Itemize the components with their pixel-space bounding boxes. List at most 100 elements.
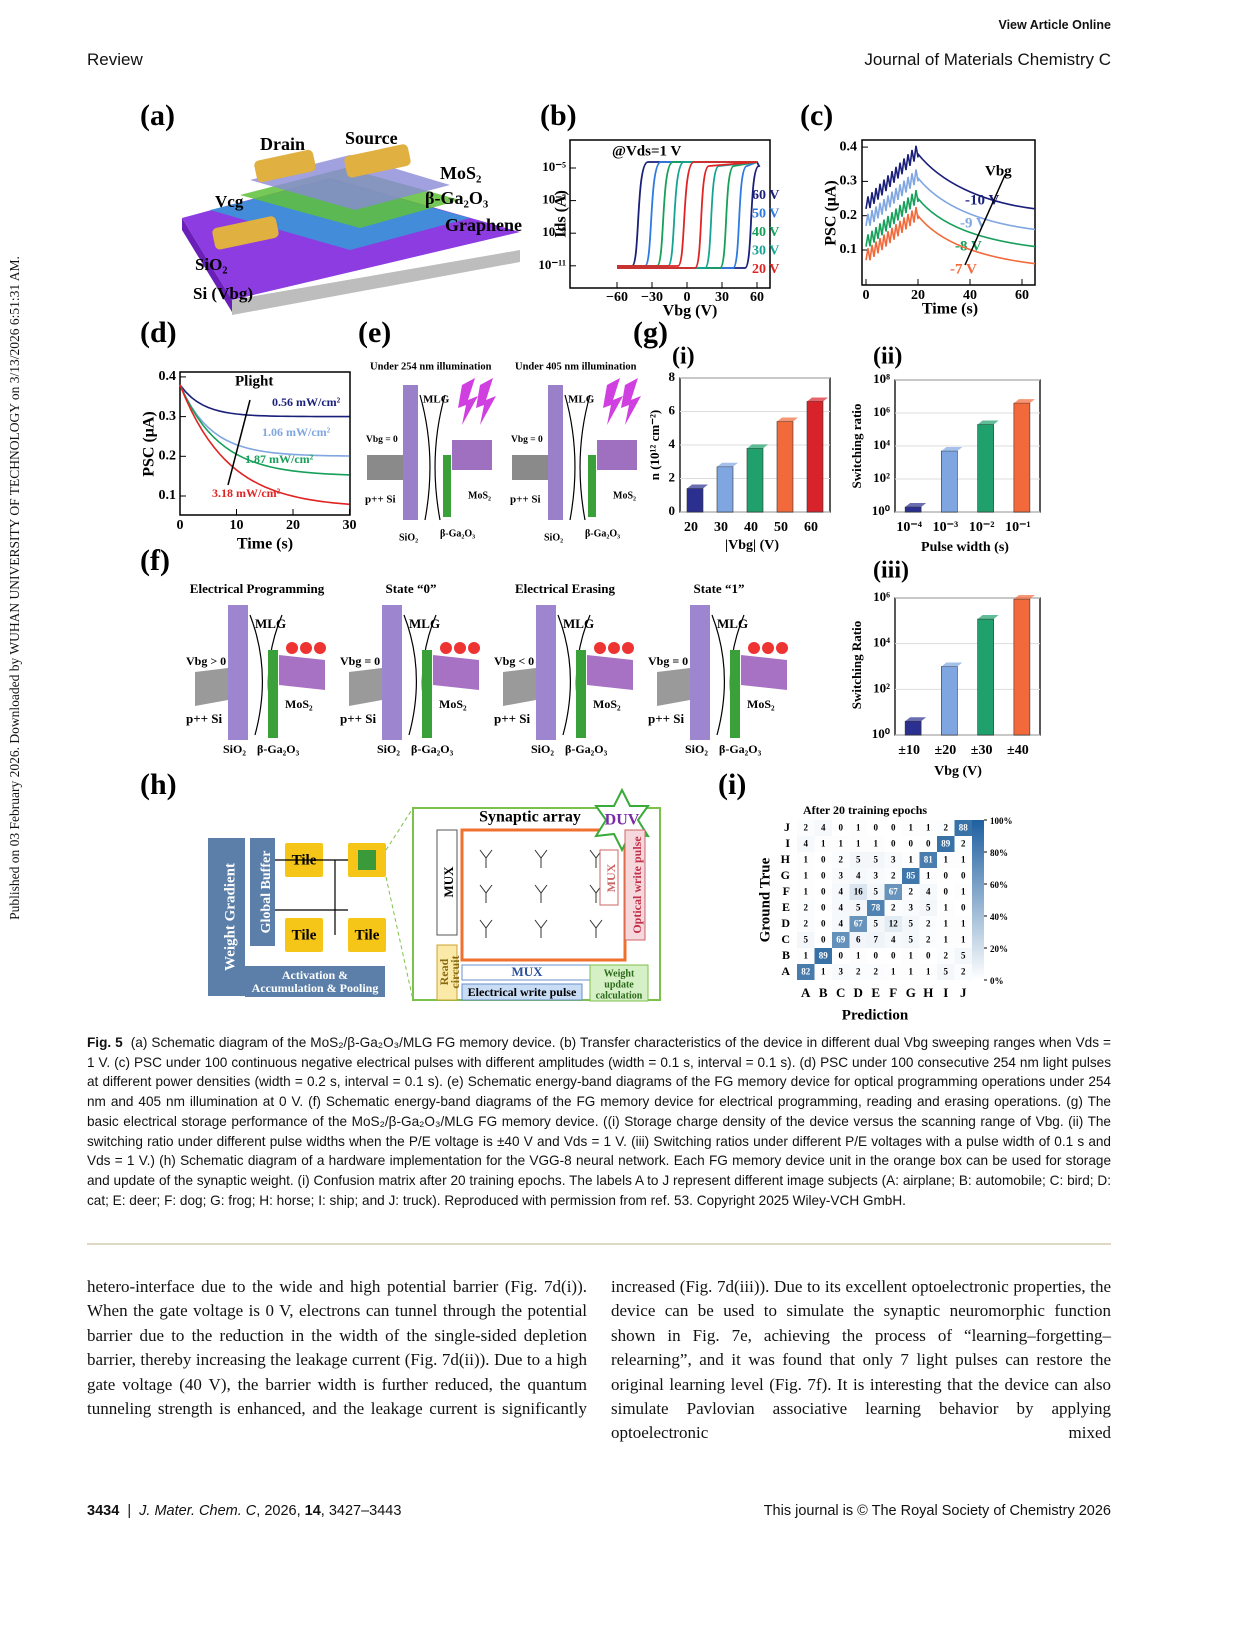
cell-value: 1 xyxy=(909,823,914,833)
colorbar-label: 80% xyxy=(990,848,1008,858)
cell-value: 2 xyxy=(839,855,844,865)
x-tick-label: 30 xyxy=(343,518,357,533)
label: Vbg = 0 xyxy=(648,654,688,668)
shape xyxy=(1013,399,1035,404)
cell-value: 88 xyxy=(959,823,969,833)
cell-value: 5 xyxy=(909,919,914,929)
cell-value: 1 xyxy=(944,903,949,913)
cell xyxy=(849,820,867,836)
shape xyxy=(587,655,633,690)
colorbar xyxy=(972,820,984,980)
y-tick-label: 0.2 xyxy=(840,208,858,223)
label: update xyxy=(604,979,634,990)
cell xyxy=(884,836,902,852)
shape xyxy=(941,662,963,667)
row-label: A xyxy=(781,964,790,978)
label: Vbg (V) xyxy=(934,764,982,779)
label: Under 254 nm illumination xyxy=(370,361,492,372)
cell-value: 0 xyxy=(874,951,879,961)
shape xyxy=(588,455,596,517)
label: MUX xyxy=(511,964,543,979)
row-label: J xyxy=(784,820,790,834)
shape xyxy=(212,216,279,250)
y-tick-label: 10² xyxy=(873,470,890,485)
row-label: I xyxy=(785,836,790,850)
shape xyxy=(479,884,493,903)
cell xyxy=(832,900,850,916)
cell xyxy=(937,852,955,868)
y-tick-label: 6 xyxy=(669,402,676,417)
cell xyxy=(937,868,955,884)
x-tick-label: 30 xyxy=(715,290,729,305)
shape xyxy=(690,605,710,740)
cell xyxy=(797,868,815,884)
label: Vbg > 0 xyxy=(186,654,226,668)
view-online[interactable]: View Article Online xyxy=(998,18,1111,32)
cell xyxy=(902,836,920,852)
curve xyxy=(179,384,350,476)
column-label: A xyxy=(801,985,811,1000)
shape xyxy=(300,642,312,654)
cell-value: 16 xyxy=(854,887,864,897)
x-tick-label: −60 xyxy=(606,290,628,305)
label: Drain xyxy=(260,134,305,154)
cell-value: 3 xyxy=(839,967,844,977)
shape xyxy=(717,462,738,467)
cell xyxy=(849,884,867,900)
y-tick-label: 10² xyxy=(873,680,890,695)
cell xyxy=(902,820,920,836)
column-label: G xyxy=(906,985,916,1000)
label: Weight Gradient xyxy=(222,863,238,971)
shape xyxy=(344,144,411,178)
row-label: C xyxy=(781,932,790,946)
cell-value: 2 xyxy=(804,919,809,929)
x-tick-label: 20 xyxy=(911,288,925,303)
label: PSC (μA) xyxy=(823,180,840,246)
cell-value: 1 xyxy=(821,967,826,977)
column-label: E xyxy=(871,985,880,1000)
x-tick-label: 0 xyxy=(177,518,184,533)
cell-value: 0 xyxy=(874,823,879,833)
cell-value: 1 xyxy=(909,951,914,961)
cell-value: 1 xyxy=(804,871,809,881)
y-tick-label: 0.1 xyxy=(840,242,858,257)
cell xyxy=(814,836,832,852)
cell xyxy=(884,900,902,916)
shape xyxy=(534,884,548,903)
cell-value: 3 xyxy=(839,871,844,881)
shape xyxy=(458,378,478,425)
label: p++ Si xyxy=(494,711,531,726)
panel-label: (i) xyxy=(672,344,695,370)
x-tick-label: 0 xyxy=(684,290,691,305)
cell-value: 6 xyxy=(856,935,861,945)
label: circuit xyxy=(448,955,462,988)
shape xyxy=(905,503,927,508)
label: Si (Vbg) xyxy=(193,284,253,303)
panel-label: (a) xyxy=(140,99,175,132)
cell xyxy=(849,916,867,932)
cell xyxy=(832,820,850,836)
label: Vbg = 0 xyxy=(340,654,380,668)
shape xyxy=(254,149,316,183)
cell xyxy=(919,868,937,884)
cell-value: 81 xyxy=(924,855,934,865)
column-label: D xyxy=(854,985,863,1000)
cell-value: 4 xyxy=(856,871,861,881)
label: MLG xyxy=(568,394,595,406)
cell xyxy=(867,852,885,868)
cell xyxy=(937,820,955,836)
cell xyxy=(814,916,832,932)
colorbar-label: 60% xyxy=(990,880,1008,890)
cell xyxy=(867,820,885,836)
curve xyxy=(179,384,350,457)
caption-text: (a) Schematic diagram of the MoS₂/β-Ga₂O… xyxy=(87,1035,1111,1208)
column-label: J xyxy=(960,985,967,1000)
column-label: H xyxy=(923,985,933,1000)
cell-value: 2 xyxy=(961,967,966,977)
label: p++ Si xyxy=(510,494,541,506)
cell xyxy=(814,964,832,980)
y-tick-label: 0.3 xyxy=(840,174,858,189)
cell xyxy=(867,900,885,916)
cell-value: 82 xyxy=(801,967,811,977)
cell xyxy=(954,916,972,932)
